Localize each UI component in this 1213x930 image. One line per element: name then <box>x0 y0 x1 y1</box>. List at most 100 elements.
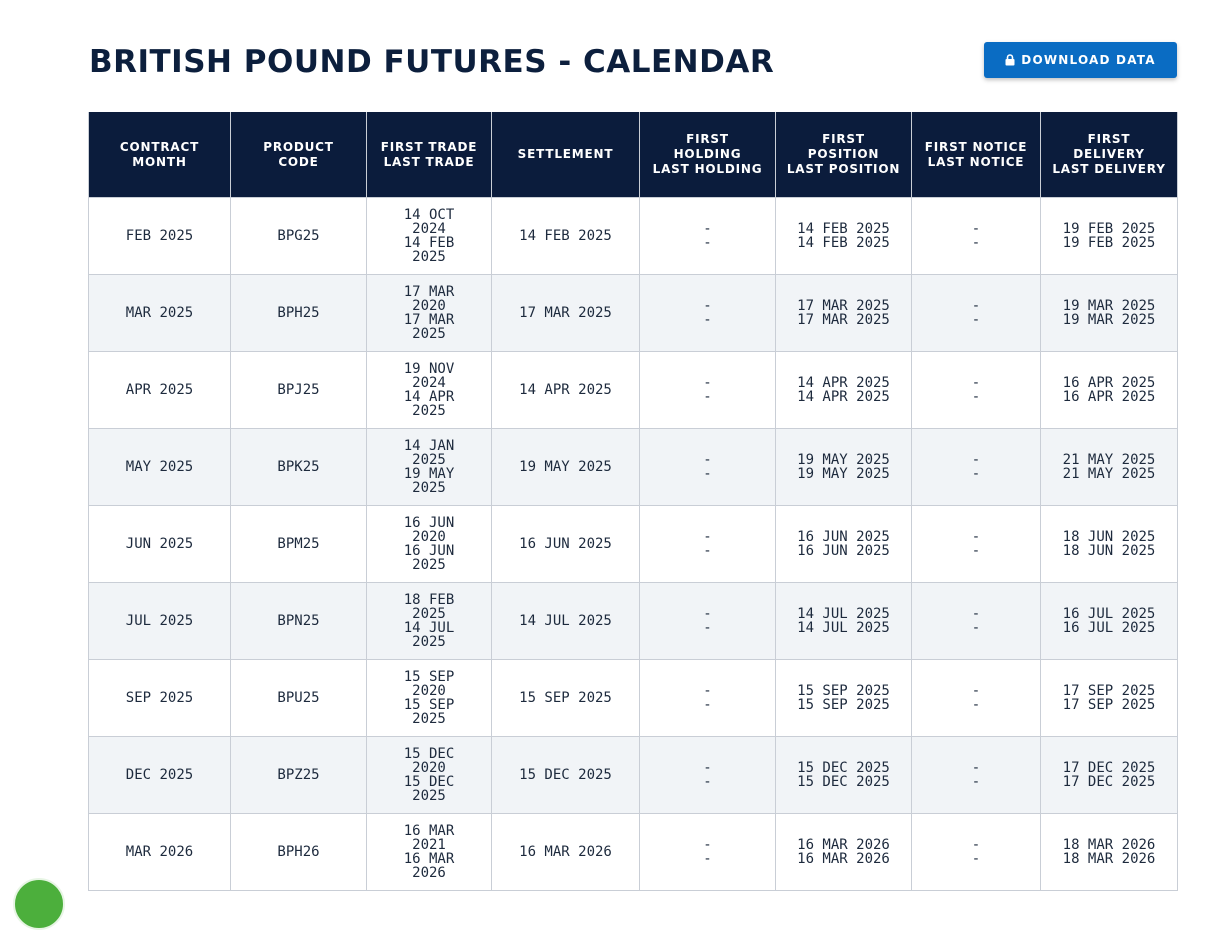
cell-value: 15 SEP 2025 <box>797 683 890 699</box>
download-data-button[interactable]: DOWNLOAD DATA <box>984 42 1177 78</box>
table-row: JUN 2025 BPM25 16 JUN 2020 16 JUN 2025 16 JU… <box>88 505 1178 583</box>
cell-value: JUL 2025 <box>125 613 194 629</box>
cell-value: 18 MAR 2026 <box>1062 851 1156 867</box>
cell-value: 19 MAY 2025 <box>797 466 890 482</box>
cell-notice-dates: -- <box>911 274 1041 352</box>
cell-product-code: BPZ25 <box>230 736 367 814</box>
cell-value: 16 JUN 2025 <box>797 543 890 559</box>
cell-value: SEP 2025 <box>125 690 194 706</box>
cell-settlement: 14 APR 2025 <box>491 351 640 429</box>
cell-value: JUN 2025 <box>125 536 194 552</box>
cell-value: BPJ25 <box>277 382 320 398</box>
cell-delivery-dates: 18 JUN 2025 18 JUN 2025 <box>1040 505 1178 583</box>
cell-contract-month: DEC 2025 <box>88 736 231 814</box>
cell-product-code: BPK25 <box>230 428 367 506</box>
lock-icon <box>1005 54 1015 66</box>
cell-value: - <box>703 221 712 237</box>
cell-position-dates: 14 APR 2025 14 APR 2025 <box>775 351 912 429</box>
cell-contract-month: SEP 2025 <box>88 659 231 737</box>
cell-value: - <box>703 389 712 405</box>
cell-value: 14 JUL 2025 <box>797 620 890 636</box>
chat-widget-icon[interactable] <box>13 878 65 930</box>
table-row: APR 2025 BPJ25 19 NOV 2024 14 APR 2025 14 AP… <box>88 351 1178 429</box>
cell-value: BPZ25 <box>277 767 320 783</box>
cell-value: 14 APR 2025 <box>403 389 455 419</box>
cell-value: 19 MAR 2025 <box>1062 298 1156 314</box>
cell-value: 19 NOV 2024 <box>403 361 455 391</box>
cell-notice-dates: -- <box>911 736 1041 814</box>
cell-position-dates: 15 DEC 2025 15 DEC 2025 <box>775 736 912 814</box>
cell-value: 18 MAR 2026 <box>1062 837 1156 853</box>
cell-delivery-dates: 16 JUL 2025 16 JUL 2025 <box>1040 582 1178 660</box>
header-position: FIRST POSITION LAST POSITION <box>775 112 912 198</box>
cell-value: - <box>971 298 981 314</box>
cell-value: 14 FEB 2025 <box>797 221 890 237</box>
cell-value: - <box>971 620 981 636</box>
cell-value: 16 JUN 2025 <box>797 529 890 545</box>
cell-value: 19 MAR 2025 <box>1062 312 1156 328</box>
cell-contract-month: APR 2025 <box>88 351 231 429</box>
cell-value: 21 MAY 2025 <box>1062 452 1156 468</box>
cell-settlement: 16 JUN 2025 <box>491 505 640 583</box>
cell-value: 16 APR 2025 <box>1062 375 1156 391</box>
cell-value: 14 OCT 2024 <box>403 207 455 237</box>
header-product-code: PRODUCT CODE <box>230 112 367 198</box>
cell-trade-dates: 16 JUN 2020 16 JUN 2025 <box>366 505 492 583</box>
cell-product-code: BPH26 <box>230 813 367 891</box>
cell-delivery-dates: 18 MAR 2026 18 MAR 2026 <box>1040 813 1178 891</box>
table-header-row: CONTRACT MONTH PRODUCT CODE FIRST TRADE LAS… <box>88 112 1178 198</box>
cell-value: 19 MAY 2025 <box>519 459 612 475</box>
cell-contract-month: JUN 2025 <box>88 505 231 583</box>
table-row: MAR 2026 BPH26 16 MAR 2021 16 MAR 2026 16 MA… <box>88 813 1178 891</box>
cell-value: 17 DEC 2025 <box>1062 774 1156 790</box>
cell-value: BPK25 <box>277 459 320 475</box>
cell-value: 14 APR 2025 <box>797 389 890 405</box>
cell-notice-dates: -- <box>911 659 1041 737</box>
calendar-table-body: FEB 2025 BPG25 14 OCT 2024 14 FEB 2025 14 FE… <box>88 197 1178 891</box>
cell-value: 16 JUL 2025 <box>1062 620 1156 636</box>
cell-value: - <box>703 375 712 391</box>
cell-value: 16 JUN 2025 <box>403 543 455 573</box>
cell-position-dates: 16 MAR 2026 16 MAR 2026 <box>775 813 912 891</box>
header-settlement: SETTLEMENT <box>491 112 640 198</box>
cell-value: BPN25 <box>277 613 320 629</box>
cell-product-code: BPJ25 <box>230 351 367 429</box>
cell-value: 16 MAR 2026 <box>403 851 455 881</box>
cell-value: 16 JUN 2020 <box>403 515 455 545</box>
cell-value: - <box>971 529 981 545</box>
cell-trade-dates: 16 MAR 2021 16 MAR 2026 <box>366 813 492 891</box>
cell-value: 17 SEP 2025 <box>1062 697 1156 713</box>
cell-delivery-dates: 21 MAY 2025 21 MAY 2025 <box>1040 428 1178 506</box>
cell-value: 18 FEB 2025 <box>403 592 455 622</box>
cell-value: 16 APR 2025 <box>1062 389 1156 405</box>
cell-value: - <box>971 683 981 699</box>
cell-notice-dates: -- <box>911 582 1041 660</box>
cell-trade-dates: 19 NOV 2024 14 APR 2025 <box>366 351 492 429</box>
cell-position-dates: 16 JUN 2025 16 JUN 2025 <box>775 505 912 583</box>
cell-value: 18 JUN 2025 <box>1062 529 1156 545</box>
table-row: FEB 2025 BPG25 14 OCT 2024 14 FEB 2025 14 FE… <box>88 197 1178 275</box>
cell-value: - <box>971 312 981 328</box>
cell-holding-dates: -- <box>639 505 776 583</box>
cell-value: - <box>703 312 712 328</box>
cell-value: 17 MAR 2020 <box>403 284 455 314</box>
cell-value: 16 MAR 2026 <box>797 851 890 867</box>
cell-value: 17 MAR 2025 <box>797 312 890 328</box>
cell-delivery-dates: 17 SEP 2025 17 SEP 2025 <box>1040 659 1178 737</box>
cell-contract-month: FEB 2025 <box>88 197 231 275</box>
cell-value: 16 JUN 2025 <box>519 536 612 552</box>
cell-notice-dates: -- <box>911 505 1041 583</box>
cell-value: BPH26 <box>277 844 320 860</box>
cell-value: - <box>971 221 981 237</box>
table-row: MAY 2025 BPK25 14 JAN 2025 19 MAY 2025 19 MA… <box>88 428 1178 506</box>
cell-delivery-dates: 16 APR 2025 16 APR 2025 <box>1040 351 1178 429</box>
cell-value: 16 MAR 2026 <box>797 837 890 853</box>
cell-value: - <box>971 606 981 622</box>
cell-holding-dates: -- <box>639 659 776 737</box>
download-data-label: DOWNLOAD DATA <box>1021 53 1156 67</box>
cell-value: 14 JUL 2025 <box>403 620 455 650</box>
cell-value: 15 DEC 2025 <box>403 774 455 804</box>
cell-value: 17 MAR 2025 <box>519 305 612 321</box>
cell-position-dates: 19 MAY 2025 19 MAY 2025 <box>775 428 912 506</box>
cell-holding-dates: -- <box>639 197 776 275</box>
